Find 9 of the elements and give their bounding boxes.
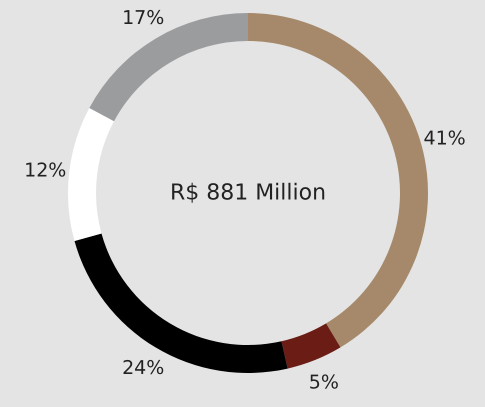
donut-slice: [68, 108, 114, 241]
donut-slice: [74, 234, 288, 373]
data-label: 41%: [424, 128, 466, 150]
data-label: 24%: [122, 357, 164, 380]
donut-slice: [281, 323, 340, 369]
data-label: 12%: [24, 159, 66, 182]
data-label: 5%: [308, 371, 339, 394]
data-label: 17%: [122, 6, 164, 29]
text: R$ 881 Million: [170, 180, 326, 206]
